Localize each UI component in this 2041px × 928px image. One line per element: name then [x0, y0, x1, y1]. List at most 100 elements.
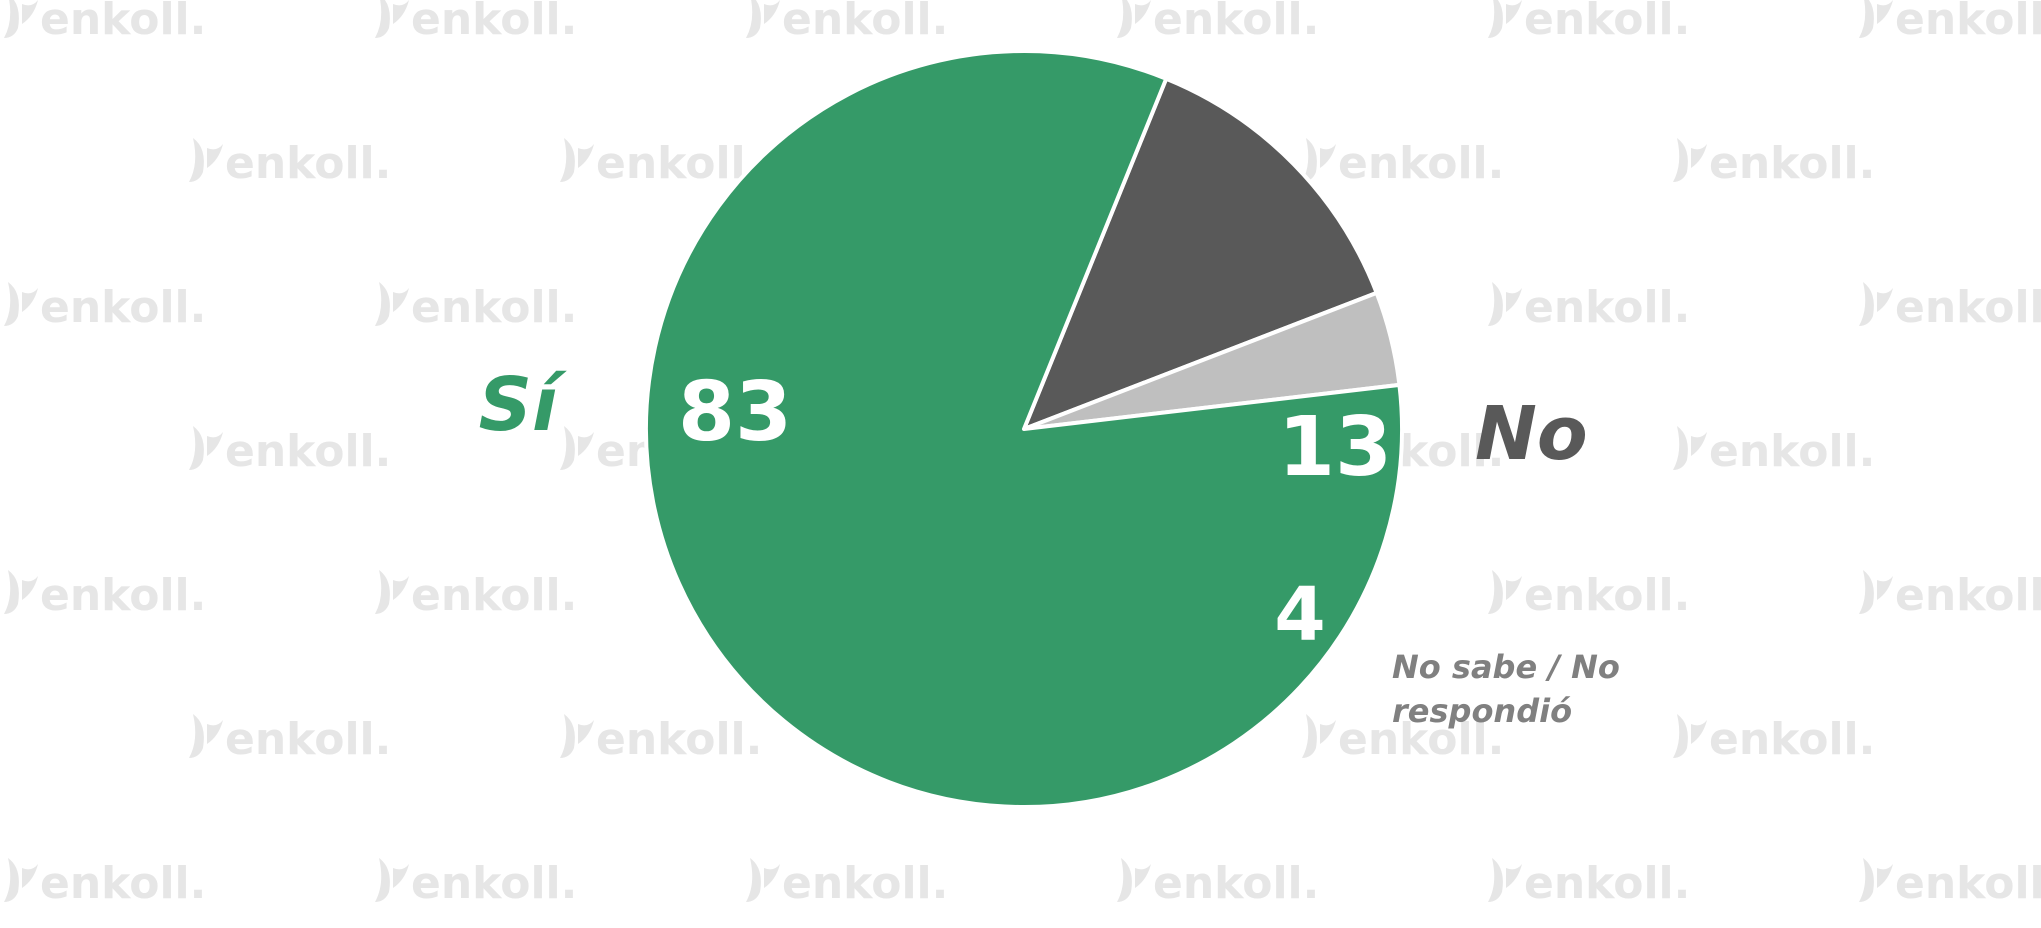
watermark-logo: enkoll. — [4, 570, 206, 621]
leaf-icon — [4, 570, 38, 614]
watermark-logo: enkoll. — [1302, 714, 1504, 765]
watermark-text: enkoll. — [1709, 138, 1875, 189]
watermark-logo: enkoll. — [746, 0, 948, 45]
leaf-icon — [375, 858, 409, 902]
watermark-logo: enkoll. — [1673, 138, 1875, 189]
leaf-icon — [375, 282, 409, 326]
watermark-logo: enkoll. — [1488, 570, 1690, 621]
pie-slice-si — [644, 49, 1404, 809]
watermark-logo: enkoll. — [1859, 570, 2041, 621]
watermark-logo: enkoll. — [1859, 0, 2041, 45]
pie-slices — [644, 49, 1404, 809]
leaf-icon — [1117, 858, 1151, 902]
watermark-text: enkoll. — [1895, 0, 2041, 45]
watermark-logo: enkoll. — [1117, 0, 1319, 45]
leaf-icon — [4, 0, 38, 38]
watermark-text: enkoll. — [1338, 714, 1504, 765]
leaf-icon — [189, 138, 223, 182]
watermark-logo: enkoll. — [1117, 858, 1319, 909]
watermark-text: enkoll. — [596, 714, 762, 765]
watermark-logo: enkoll. — [375, 570, 577, 621]
watermark-text: enkoll. — [40, 0, 206, 45]
watermark-logo: enkoll. — [746, 858, 948, 909]
leaf-icon — [1488, 858, 1522, 902]
leaf-icon — [1859, 858, 1893, 902]
watermark-text: enkoll. — [782, 0, 948, 45]
leaf-icon — [1673, 426, 1707, 470]
data-label-si: 83 — [678, 365, 792, 460]
watermark-logo: enkoll. — [1859, 282, 2041, 333]
watermark-text: enkoll. — [1895, 282, 2041, 333]
watermark-text: enkoll. — [225, 714, 391, 765]
watermark-logo: enkoll. — [1673, 714, 1875, 765]
category-label-no-sabe-no-respondio: No sabe / No respondió — [1392, 648, 1620, 730]
watermark-text: enkoll. — [411, 0, 577, 45]
leaf-icon — [189, 714, 223, 758]
watermark-text: enkoll. — [1895, 570, 2041, 621]
watermark-text: enkoll. — [1524, 858, 1690, 909]
data-label-no-sabe-no-respondio: 4 — [1274, 572, 1326, 658]
watermark-text: enkoll. — [40, 570, 206, 621]
leaf-icon — [1859, 570, 1893, 614]
watermark-logo: enkoll. — [4, 282, 206, 333]
watermark-logo: enkoll. — [1859, 858, 2041, 909]
watermark-text: enkoll. — [1709, 426, 1875, 477]
watermark-text: enkoll. — [1524, 570, 1690, 621]
watermark-logo: enkoll. — [1488, 0, 1690, 45]
leaf-icon — [1488, 570, 1522, 614]
watermark-text: enkoll. — [225, 426, 391, 477]
watermark-logo: enkoll. — [560, 714, 762, 765]
pie-slice-no — [1022, 76, 1379, 431]
watermark-logo: enkoll. — [189, 138, 391, 189]
watermark-logo: enkoll. — [1302, 138, 1504, 189]
data-label-no: 13 — [1278, 400, 1392, 495]
watermark-logo: enkoll. — [1673, 426, 1875, 477]
leaf-icon — [189, 426, 223, 470]
watermark-logo: enkoll. — [189, 426, 391, 477]
leaf-icon — [375, 0, 409, 38]
watermark-logo: enkoll. — [4, 0, 206, 45]
watermark-logo: enkoll. — [4, 858, 206, 909]
watermark-text: enkoll. — [1153, 858, 1319, 909]
leaf-icon — [1673, 138, 1707, 182]
leaf-icon — [1488, 0, 1522, 38]
watermark-text: enkoll. — [782, 858, 948, 909]
watermark-logo: enkoll. — [1488, 858, 1690, 909]
watermark-logo: enkoll. — [189, 714, 391, 765]
watermark-logo: enkoll. — [375, 858, 577, 909]
watermark-text: enkoll. — [1709, 714, 1875, 765]
watermark-text: enkoll. — [411, 570, 577, 621]
leaf-icon — [4, 858, 38, 902]
category-label-si: Sí — [479, 362, 567, 448]
leaf-icon — [746, 0, 780, 38]
leaf-icon — [560, 714, 594, 758]
watermark-text: enkoll. — [225, 138, 391, 189]
leaf-icon — [1859, 0, 1893, 38]
leaf-icon — [560, 426, 594, 470]
leaf-icon — [560, 138, 594, 182]
watermark-logo: enkoll. — [1488, 282, 1690, 333]
leaf-icon — [1302, 138, 1336, 182]
pie-labels: 13 No 4 No sabe / No respondió 83 Sí — [479, 362, 1620, 730]
leaf-icon — [4, 282, 38, 326]
watermark-text: enkoll. — [596, 138, 762, 189]
leaf-icon — [746, 858, 780, 902]
watermark-logo: enkoll. — [375, 282, 577, 333]
watermark-text: enkoll. — [411, 858, 577, 909]
watermark-logo: enkoll. — [560, 138, 762, 189]
watermark-text: enkoll. — [1153, 0, 1319, 45]
leaf-icon — [1302, 714, 1336, 758]
watermark-text: enkoll. — [1524, 0, 1690, 45]
category-label-no: No — [1475, 391, 1588, 477]
watermark-text: enkoll. — [1338, 138, 1504, 189]
leaf-icon — [1488, 282, 1522, 326]
leaf-icon — [1117, 0, 1151, 38]
watermark-text: enkoll. — [411, 282, 577, 333]
watermark-text: enkoll. — [40, 282, 206, 333]
watermark-text: enkoll. — [1895, 858, 2041, 909]
watermark-text: enkoll. — [1524, 282, 1690, 333]
leaf-icon — [1859, 282, 1893, 326]
watermark-text: enkoll. — [40, 858, 206, 909]
leaf-icon — [375, 570, 409, 614]
